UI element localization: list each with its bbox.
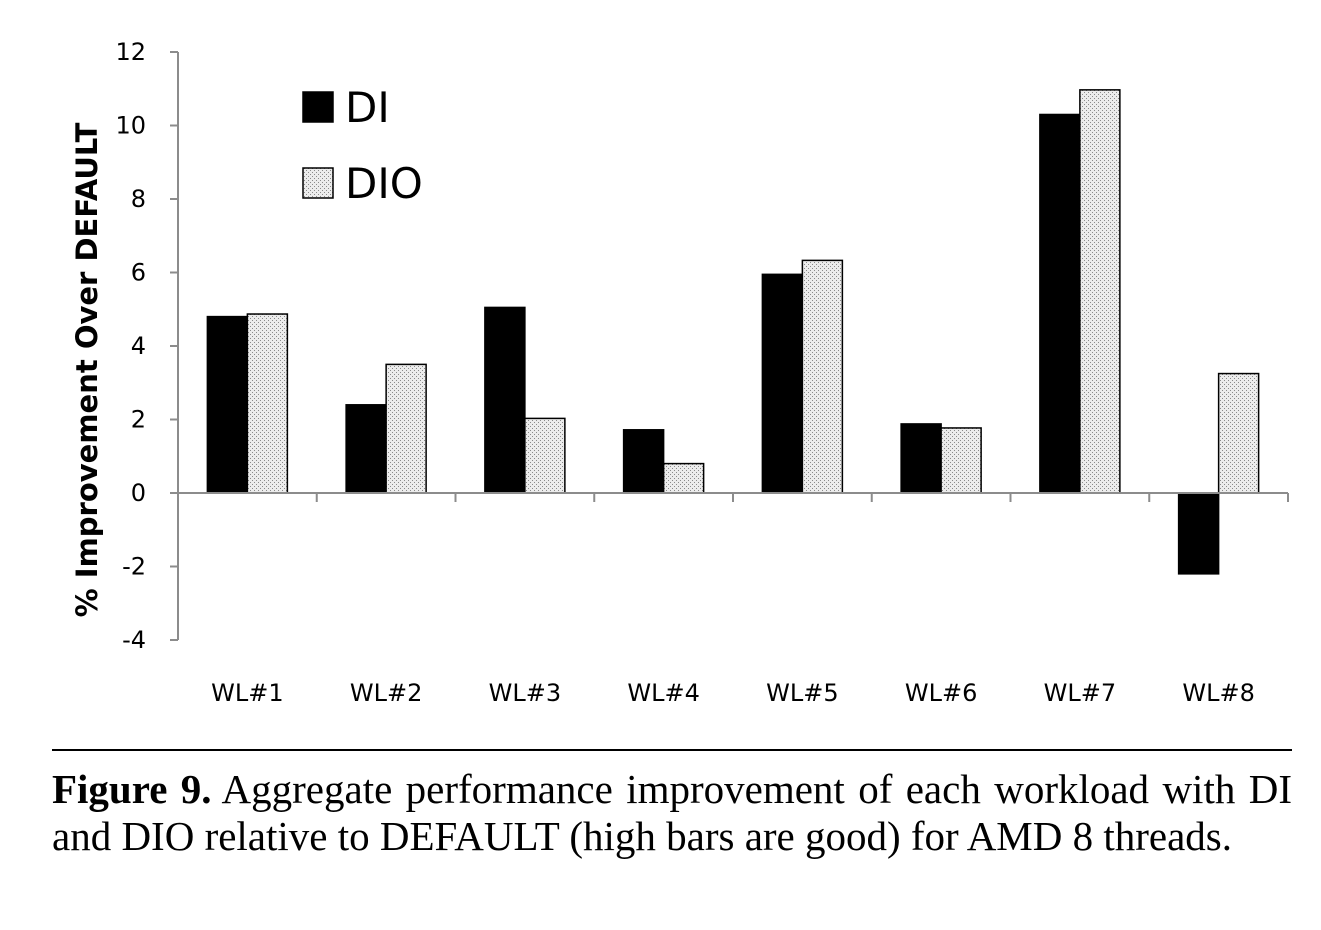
bar-dio-7 — [1079, 89, 1121, 494]
bar-dio-1 — [246, 313, 289, 494]
legend-swatch-dio — [302, 167, 334, 199]
caption-text: Aggregate performance improvement of eac… — [52, 766, 1292, 859]
bar-di-4 — [622, 429, 665, 494]
x-tick-label: WL#1 — [211, 679, 283, 707]
axes-layer — [170, 51, 1289, 641]
y-tick-label: 6 — [131, 259, 146, 287]
legend-swatch-di — [302, 91, 334, 123]
y-tick-label: -4 — [122, 626, 146, 654]
bar-di-7 — [1039, 113, 1081, 494]
y-axis-label: % Improvement Over DEFAULT — [70, 122, 104, 617]
legend-label-dio: DIO — [345, 159, 423, 208]
caption-divider — [52, 749, 1292, 751]
y-tick-label: -2 — [122, 553, 146, 581]
bar-di-6 — [900, 423, 942, 494]
bar-di-1 — [206, 315, 249, 494]
labels-layer: -4 -2 0 2 4 6 8 10 12 WL#1 WL#2 WL#3 WL#4 WL#5 WL#6 WL#… — [115, 38, 1254, 707]
bar-dio-6 — [940, 427, 982, 494]
x-tick-label: WL#5 — [766, 679, 838, 707]
x-tick-label: WL#2 — [350, 679, 422, 707]
bar-chart: -4 -2 0 2 4 6 8 10 12 WL#1 WL#2 WL#3 WL#4 WL#5 WL#6 WL#… — [70, 38, 1289, 707]
y-tick-label: 12 — [115, 38, 146, 66]
y-tick-label: 2 — [131, 406, 146, 434]
bars-layer — [206, 89, 1260, 575]
bar-dio-5 — [801, 259, 844, 494]
y-tick-label: 4 — [131, 332, 146, 360]
bar-di-2 — [345, 404, 387, 494]
bar-di-3 — [484, 306, 526, 494]
figure-caption: Figure 9. Aggregate performance improveme… — [52, 766, 1292, 860]
x-tick-label: WL#4 — [627, 679, 699, 707]
y-tick-label: 8 — [131, 185, 146, 213]
legend: DI DIO — [302, 83, 423, 208]
bar-dio-2 — [385, 363, 427, 494]
bar-di-5 — [761, 273, 804, 494]
bar-dio-8 — [1217, 372, 1260, 494]
figure-label: Figure 9. — [52, 766, 212, 812]
legend-label-di: DI — [345, 83, 390, 132]
y-tick-label: 0 — [131, 479, 146, 507]
x-tick-label: WL#6 — [905, 679, 977, 707]
x-tick-label: WL#3 — [489, 679, 561, 707]
x-tick-label: WL#7 — [1044, 679, 1116, 707]
bar-dio-4 — [662, 462, 705, 494]
bar-di-8 — [1177, 492, 1220, 575]
y-tick-label: 10 — [115, 112, 146, 140]
x-tick-label: WL#8 — [1182, 679, 1254, 707]
bar-dio-3 — [524, 417, 566, 494]
